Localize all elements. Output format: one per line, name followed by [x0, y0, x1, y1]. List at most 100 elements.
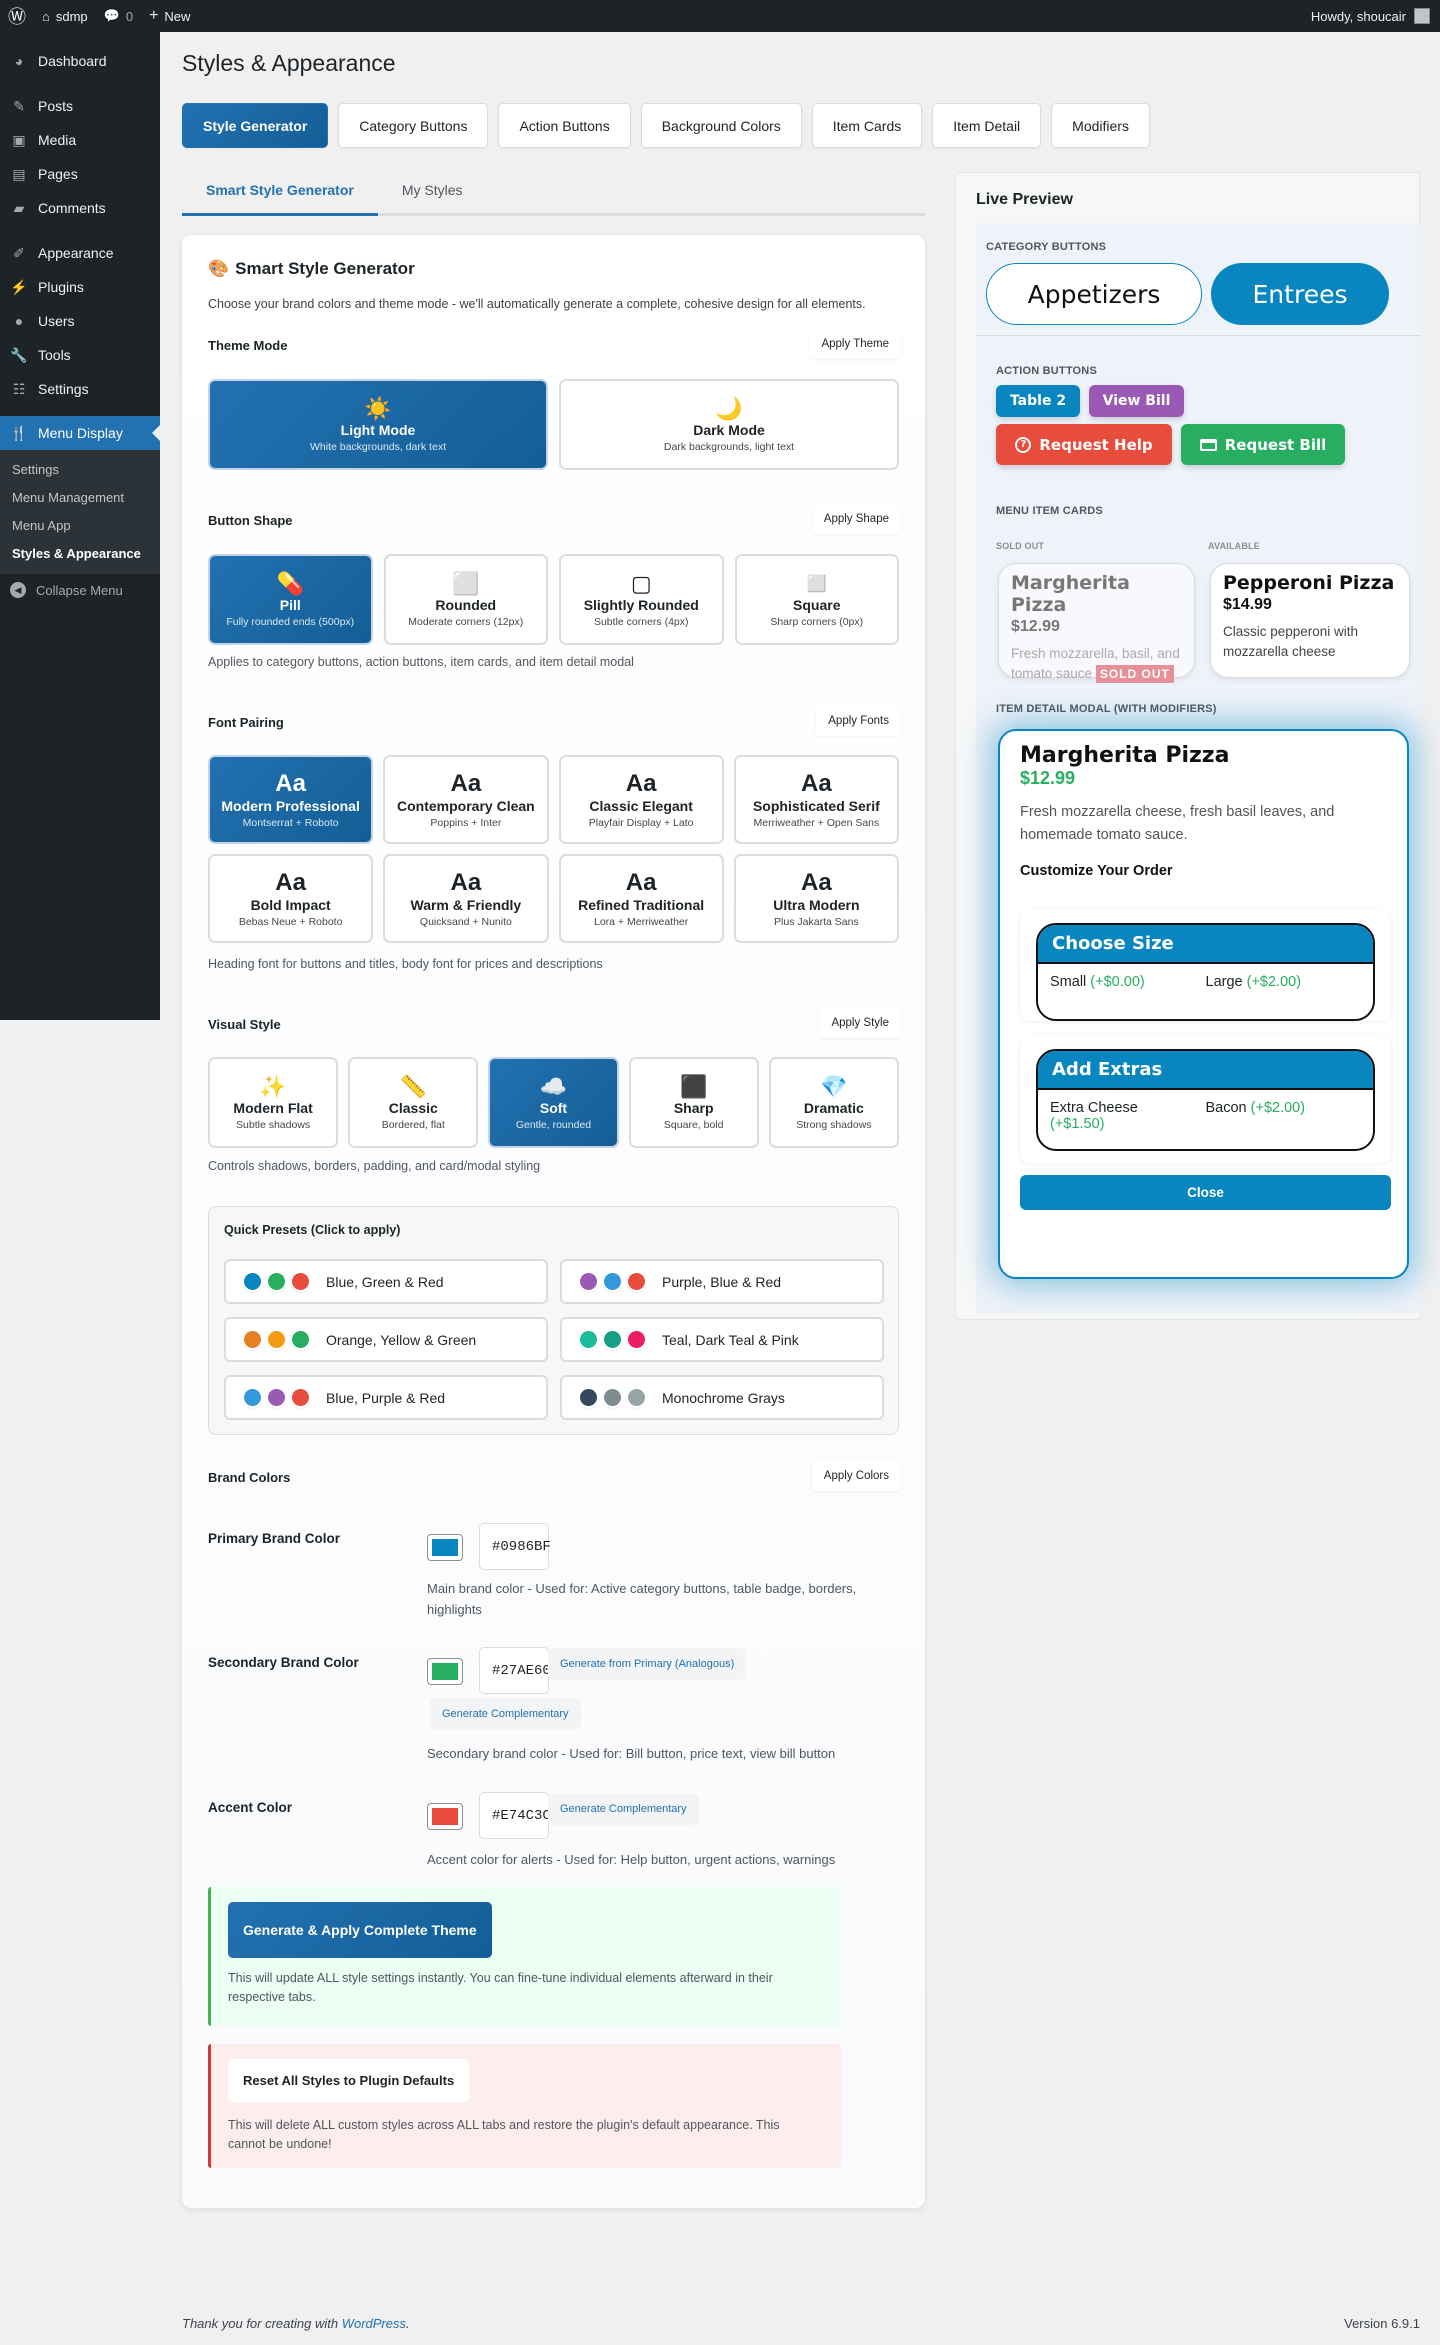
sidebar-item-pages[interactable]: ▤ Pages: [0, 157, 160, 191]
subtab-smart-style-generator[interactable]: Smart Style Generator: [182, 172, 378, 216]
font-option[interactable]: Aa Contemporary Clean Poppins + Inter: [383, 755, 549, 844]
visual-style-option[interactable]: ✨ Modern Flat Subtle shadows: [208, 1057, 339, 1148]
preset-button[interactable]: Monochrome Grays: [560, 1375, 884, 1420]
submenu-menu-app[interactable]: Menu App: [12, 518, 71, 533]
sidebar-item-media[interactable]: ▣ Media: [0, 123, 160, 157]
sidebar-item-settings[interactable]: ☷ Settings: [0, 372, 160, 406]
modal-item-price: $12.99: [1020, 768, 1076, 788]
wordpress-logo-icon[interactable]: Ⓦ: [8, 7, 26, 27]
generate-analogous-button[interactable]: Generate from Primary (Analogous): [548, 1648, 747, 1680]
sidebar-item-posts[interactable]: ✎ Posts: [0, 89, 160, 123]
user-menu[interactable]: Howdy, shoucair: [1311, 8, 1440, 24]
sidebar-item-comments[interactable]: ▰ Comments: [0, 191, 160, 225]
submenu-styles-appearance[interactable]: Styles & Appearance: [12, 546, 141, 561]
brand-colors-label: Brand Colors: [208, 1470, 291, 1485]
modifier-option-large[interactable]: Large (+$2.00): [1205, 974, 1302, 990]
shape-slightly-rounded[interactable]: ▢ Slightly Rounded Subtle corners (4px): [559, 554, 724, 645]
menu-item-card-sold-out[interactable]: Margherita Pizza $12.99 Fresh mozzarella…: [998, 563, 1195, 683]
category-button-appetizers[interactable]: Appetizers: [986, 263, 1202, 325]
apply-style-button[interactable]: Apply Style: [819, 1008, 901, 1038]
apply-colors-button[interactable]: Apply Colors: [811, 1461, 901, 1491]
apply-theme-button[interactable]: Apply Theme: [809, 329, 901, 359]
tab-item-cards[interactable]: Item Cards: [811, 103, 923, 148]
reset-styles-button[interactable]: Reset All Styles to Plugin Defaults: [228, 2059, 470, 2102]
font-sample: Aa: [625, 869, 657, 896]
preset-button[interactable]: Blue, Green & Red: [224, 1259, 548, 1304]
tab-background-colors[interactable]: Background Colors: [640, 103, 802, 148]
sidebar-item-menu-display[interactable]: 🍴 Menu Display: [0, 416, 160, 450]
secondary-color-input[interactable]: #27AE60: [479, 1647, 551, 1694]
accent-color-picker[interactable]: [427, 1803, 463, 1830]
subtab-my-styles[interactable]: My Styles: [401, 182, 463, 198]
menu-item-card-available[interactable]: Pepperoni Pizza $14.99 Classic pepperoni…: [1210, 563, 1410, 678]
preset-button[interactable]: Blue, Purple & Red: [224, 1375, 548, 1420]
secondary-color-picker[interactable]: [427, 1658, 463, 1685]
visual-style-option[interactable]: ⬛ Sharp Square, bold: [628, 1057, 759, 1148]
customize-heading: Customize Your Order: [1020, 863, 1173, 879]
view-bill-button[interactable]: View Bill: [1089, 385, 1184, 417]
shape-rounded[interactable]: ⬜ Rounded Moderate corners (12px): [383, 554, 548, 645]
request-help-button[interactable]: ? Request Help: [996, 424, 1172, 465]
tab-item-detail[interactable]: Item Detail: [932, 103, 1042, 148]
modal-close-button[interactable]: Close: [1020, 1175, 1391, 1210]
version-text: Version 6.9.1: [1344, 2316, 1420, 2331]
font-option[interactable]: Aa Bold Impact Bebas Neue + Roboto: [208, 854, 374, 943]
comment-icon: 💬: [103, 8, 120, 23]
comments-link[interactable]: 💬 0: [103, 8, 134, 24]
quick-presets-title: Quick Presets (Click to apply): [224, 1223, 401, 1237]
section-title: 🎨 Smart Style Generator: [208, 259, 415, 278]
generate-complementary-secondary-button[interactable]: Generate Complementary: [430, 1698, 581, 1730]
submenu-settings[interactable]: Settings: [12, 462, 59, 477]
color-dot: [628, 1331, 645, 1348]
preset-button[interactable]: Orange, Yellow & Green: [224, 1317, 548, 1362]
tab-category-buttons[interactable]: Category Buttons: [338, 103, 489, 148]
preset-button[interactable]: Purple, Blue & Red: [560, 1259, 884, 1304]
plugin-icon: ⚡: [10, 278, 28, 295]
submenu-menu-management[interactable]: Menu Management: [12, 490, 125, 505]
generate-apply-theme-button[interactable]: Generate & Apply Complete Theme: [228, 1902, 492, 1958]
sidebar-item-appearance[interactable]: ✐ Appearance: [0, 236, 160, 270]
font-option[interactable]: Aa Classic Elegant Playfair Display + Lato: [558, 755, 724, 844]
preset-button[interactable]: Teal, Dark Teal & Pink: [560, 1317, 884, 1362]
sidebar-item-tools[interactable]: 🔧 Tools: [10, 346, 71, 364]
collapse-menu-button[interactable]: ◀ Collapse Menu: [0, 574, 160, 606]
generate-complementary-accent-button[interactable]: Generate Complementary: [548, 1793, 699, 1825]
primary-color-input[interactable]: #0986BF: [479, 1523, 551, 1570]
font-option[interactable]: Aa Modern Professional Montserrat + Roboto: [208, 755, 374, 844]
font-sample: Aa: [801, 770, 832, 797]
accent-color-input[interactable]: #E74C3C: [479, 1792, 551, 1839]
visual-style-option[interactable]: ☁️ Soft Gentle, rounded: [488, 1057, 619, 1148]
theme-light-mode[interactable]: ☀️ Light Mode White backgrounds, dark text: [208, 379, 548, 470]
utensils-icon: 🍴: [10, 424, 28, 441]
main-tabs: Style Generator Category Buttons Action …: [182, 103, 1150, 148]
color-dot: [604, 1273, 621, 1290]
modifier-option-small[interactable]: Small (+$0.00): [1050, 974, 1145, 990]
modifier-option-extra-cheese[interactable]: Extra Cheese (+$1.50): [1050, 1100, 1138, 1132]
color-dot: [628, 1389, 645, 1406]
font-option[interactable]: Aa Sophisticated Serif Merriweather + Open…: [733, 755, 899, 844]
font-option[interactable]: Aa Ultra Modern Plus Jakarta Sans: [733, 854, 899, 943]
request-bill-button[interactable]: Request Bill: [1181, 424, 1345, 465]
sidebar-item-users[interactable]: ● Users: [0, 304, 160, 338]
sidebar-item-plugins[interactable]: ⚡ Plugins: [10, 278, 84, 296]
shape-pill[interactable]: 💊 Pill Fully rounded ends (500px): [208, 554, 373, 645]
tab-modifiers[interactable]: Modifiers: [1051, 103, 1150, 148]
category-button-entrees[interactable]: Entrees: [1211, 263, 1389, 325]
tab-action-buttons[interactable]: Action Buttons: [498, 103, 631, 148]
site-link[interactable]: ⌂ sdmp: [42, 8, 88, 24]
visual-style-option[interactable]: 💎 Dramatic Strong shadows: [768, 1057, 899, 1148]
table-badge[interactable]: Table 2: [996, 385, 1080, 417]
primary-color-picker[interactable]: [427, 1534, 463, 1561]
tab-style-generator[interactable]: Style Generator: [182, 103, 329, 148]
wordpress-link[interactable]: WordPress: [341, 2316, 406, 2331]
shape-square[interactable]: ◻️ Square Sharp corners (0px): [734, 554, 899, 645]
font-option[interactable]: Aa Warm & Friendly Quicksand + Nunito: [383, 854, 549, 943]
font-option[interactable]: Aa Refined Traditional Lora + Merriweather: [558, 854, 724, 943]
theme-dark-mode[interactable]: 🌙 Dark Mode Dark backgrounds, light text: [559, 379, 899, 470]
sidebar-item-dashboard[interactable]: ◕ Dashboard: [0, 44, 160, 78]
apply-shape-button[interactable]: Apply Shape: [811, 504, 901, 534]
apply-fonts-button[interactable]: Apply Fonts: [816, 706, 901, 736]
modifier-option-bacon[interactable]: Bacon (+$2.00): [1205, 1100, 1306, 1116]
new-link[interactable]: + New: [149, 7, 191, 24]
visual-style-option[interactable]: 📏 Classic Bordered, flat: [348, 1057, 479, 1148]
